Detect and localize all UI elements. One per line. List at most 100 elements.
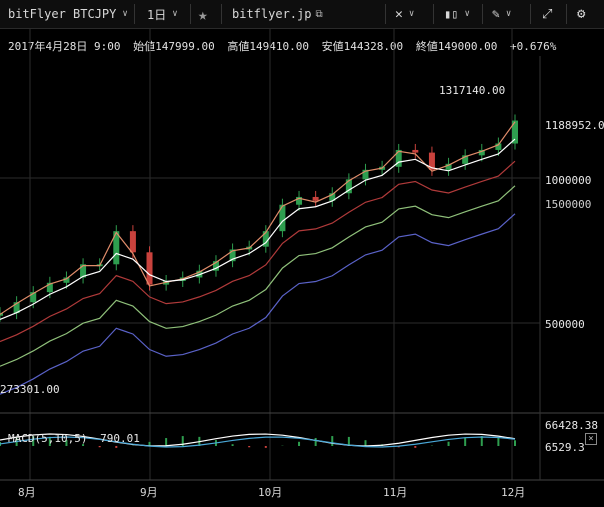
candle-body (329, 193, 336, 201)
x-tick-dec: 12月 (501, 486, 526, 499)
chart-toolbar: bitFlyer BTCJPY ∨ 1日 ∨ ★ bitflyer.jp ⧉ ✕… (0, 0, 604, 29)
fullscreen-icon[interactable]: ⤢ (542, 6, 553, 22)
macd-bar (98, 446, 101, 448)
candle-body (428, 152, 435, 170)
macd-legend: MACD(5,10,5) 790.01 (8, 432, 140, 445)
left-price-label: 273301.00 (0, 383, 60, 396)
candle-body (412, 149, 419, 153)
macd-bar (331, 436, 334, 446)
chart-type-button[interactable]: ▮▯ ∨ (444, 0, 470, 28)
open-value: 147999.00 (155, 40, 215, 53)
toolbar-divider (385, 4, 386, 24)
close-value: 149000.00 (437, 40, 498, 53)
candle-body (345, 179, 352, 194)
macd-bar (480, 436, 483, 446)
candle-body (13, 302, 20, 314)
low-value: 144328.00 (343, 40, 404, 53)
candle-body (312, 196, 319, 201)
ma-green-line (0, 185, 516, 367)
candle-body (212, 261, 219, 271)
candle-body (146, 252, 153, 285)
macd-line (0, 433, 516, 447)
drawing-tools-button[interactable]: ✎ ∨ (492, 0, 511, 28)
candle-body (462, 155, 469, 164)
close-label: 終値 (415, 40, 438, 53)
toolbar-divider (482, 4, 483, 24)
macd-bar (115, 446, 118, 448)
candle-body (30, 292, 37, 303)
crosshair-icon: ✕ (395, 6, 403, 22)
x-tick-nov: 11月 (383, 486, 408, 499)
pencil-icon: ✎ (492, 6, 500, 22)
current-price-label: 1188952.00 (545, 119, 604, 132)
x-tick-oct: 10月 (258, 486, 283, 499)
candle-body (495, 143, 502, 150)
candle-body (296, 196, 303, 205)
close-icon[interactable]: × (585, 433, 597, 445)
star-icon[interactable]: ★ (198, 4, 208, 24)
source-label: bitflyer.jp (232, 7, 312, 21)
chevron-down-icon: ∨ (464, 9, 470, 19)
macd-bar (314, 437, 317, 446)
y-tick-500000: 500000 (545, 318, 585, 331)
x-tick-aug: 8月 (18, 486, 36, 499)
settings-icon[interactable]: ⚙ (577, 6, 586, 22)
symbol-label: bitFlyer BTCJPY (8, 7, 117, 21)
candle-body (262, 231, 269, 247)
toolbar-divider (530, 4, 531, 24)
symbol-selector[interactable]: bitFlyer BTCJPY ∨ (8, 0, 128, 28)
macd-bar (464, 437, 467, 446)
high-price-label: 1317140.00 (439, 84, 506, 97)
macd-value: 790.01 (100, 432, 140, 445)
macd-bar (165, 438, 168, 446)
high-label: 高値 (227, 40, 250, 53)
macd-label: MACD(5,10,5) (8, 432, 88, 445)
low-label: 安値 (321, 40, 344, 53)
candle-body (279, 204, 286, 232)
candle-body (63, 277, 70, 283)
macd-lower-label: 6529.3 (545, 441, 585, 454)
candle-body (445, 163, 452, 170)
macd-bar (347, 436, 350, 446)
ma-red-line (0, 160, 516, 343)
ma-blue-line (0, 213, 516, 395)
macd-upper-label: 66428.38 (545, 419, 598, 432)
candlestick-icon: ▮▯ (444, 7, 459, 21)
candle-body (0, 313, 3, 316)
candle-body (478, 149, 485, 156)
y-tick-1000000: 1000000 (545, 174, 592, 187)
macd-signal-line (0, 436, 516, 448)
macd-bar (181, 436, 184, 446)
macd-bar (248, 446, 251, 448)
candle-body (129, 231, 136, 253)
y-tick-1500000: 1500000 (545, 198, 592, 211)
macd-bar (514, 440, 516, 446)
candle-body (512, 120, 518, 144)
high-value: 149410.00 (249, 40, 309, 53)
interval-selector[interactable]: 1日 ∨ (147, 0, 178, 28)
x-tick-sep: 9月 (140, 486, 158, 499)
toolbar-divider (190, 4, 191, 24)
macd-bar (447, 441, 450, 446)
toolbar-divider (566, 4, 567, 24)
macd-bar (32, 436, 35, 446)
toolbar-divider (433, 4, 434, 24)
macd-bar (148, 441, 151, 446)
crosshair-button[interactable]: ✕ ∨ (395, 0, 414, 28)
candle-body (80, 264, 87, 278)
macd-bar (497, 436, 500, 446)
ma-fast-line (0, 121, 516, 315)
candle-body (395, 149, 402, 167)
chevron-down-icon: ∨ (505, 9, 512, 19)
popout-icon: ⧉ (315, 8, 323, 20)
macd-bar (414, 446, 417, 448)
source-link[interactable]: bitflyer.jp ⧉ (232, 0, 323, 28)
chevron-down-icon: ∨ (408, 9, 415, 19)
macd-bar (231, 444, 234, 446)
ohlc-date: 2017年4月28日 9:00 (8, 40, 121, 53)
macd-bar (65, 439, 68, 446)
candle-body (229, 249, 236, 262)
price-chart[interactable] (0, 28, 604, 506)
macd-bar (364, 440, 367, 446)
chevron-down-icon: ∨ (172, 9, 178, 19)
